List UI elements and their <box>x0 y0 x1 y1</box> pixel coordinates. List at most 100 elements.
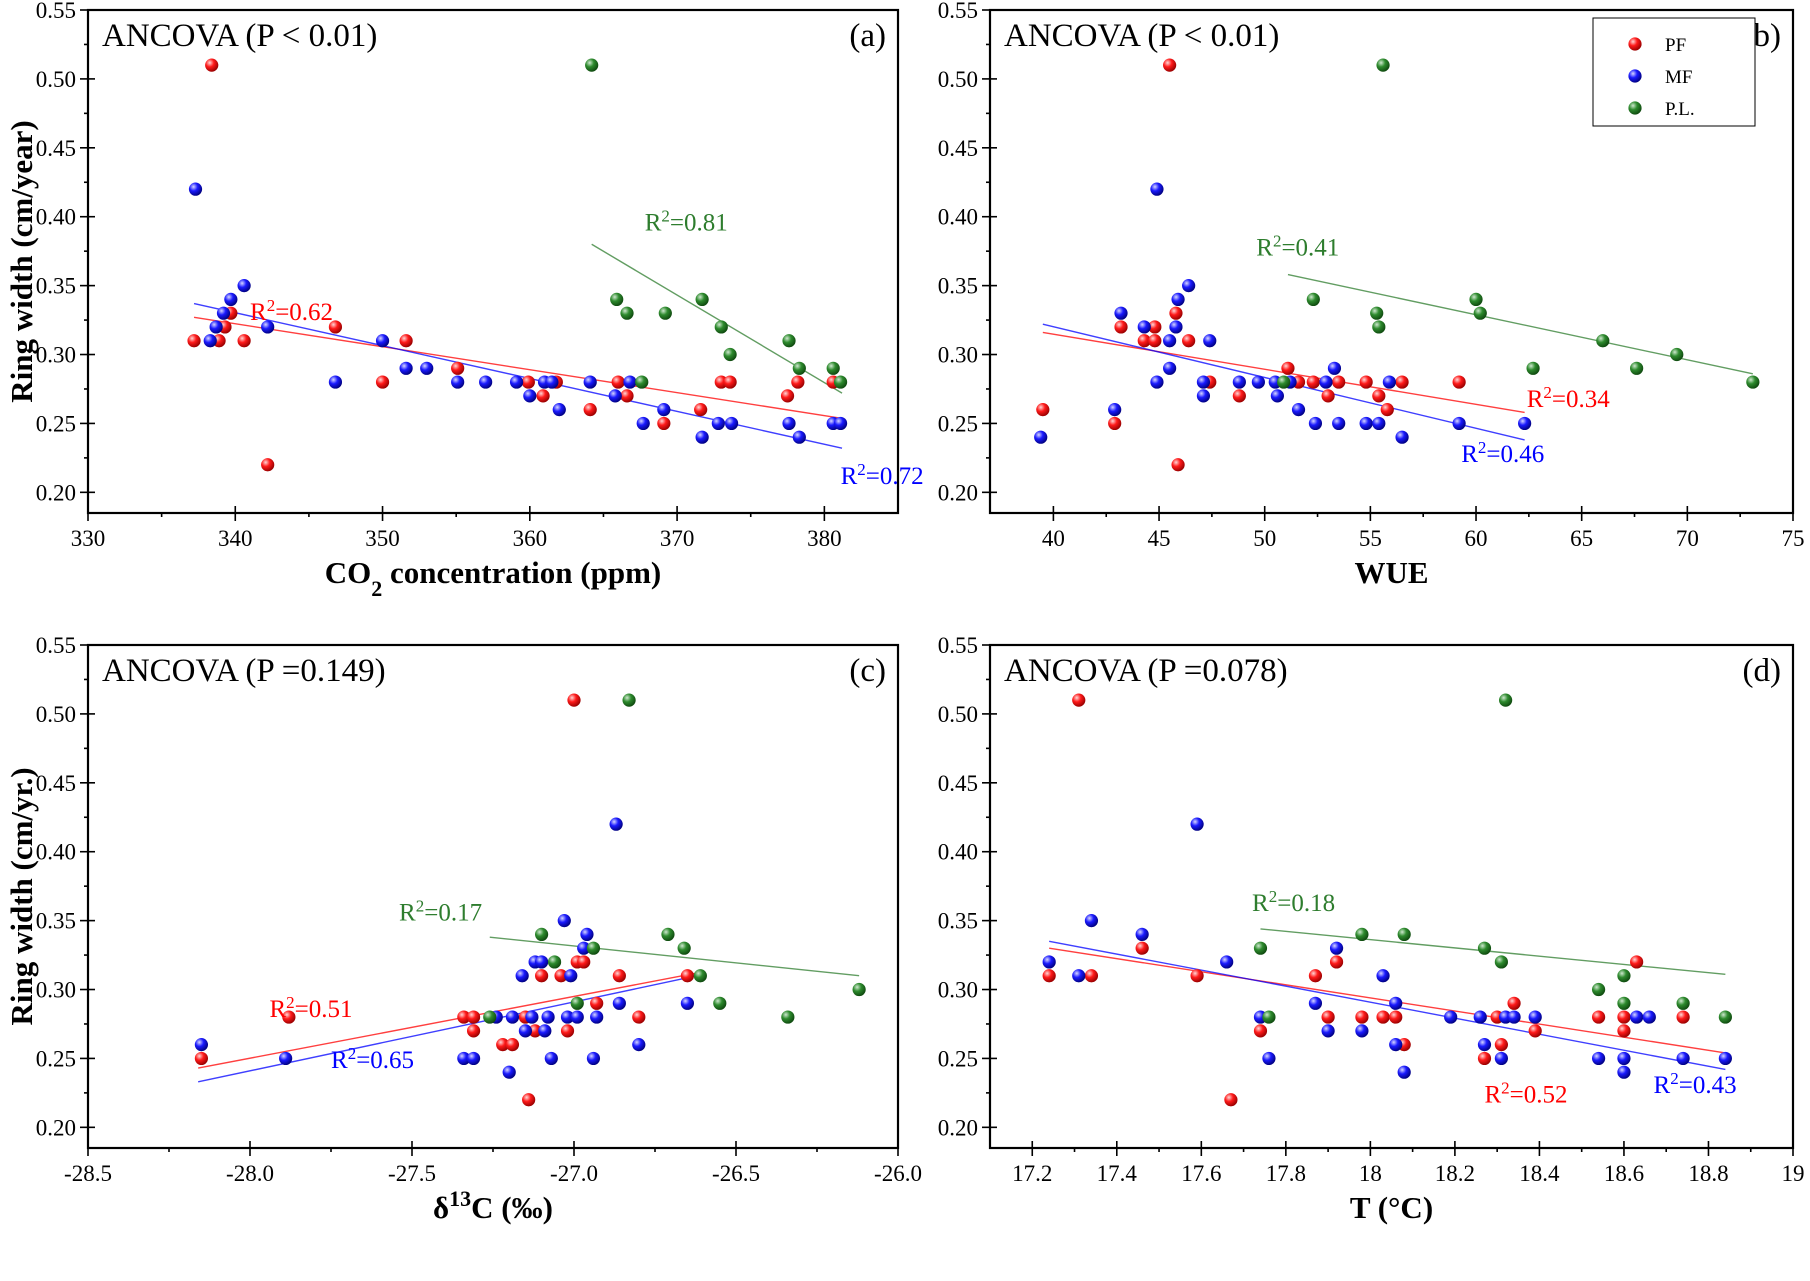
fit-line-mf <box>198 975 698 1083</box>
data-point-pl <box>1469 292 1483 306</box>
x-tick-label: 360 <box>513 526 548 551</box>
x-axis-label-rest: concentration (ppm) <box>382 555 661 590</box>
fit-line-pl <box>1260 928 1726 976</box>
x-axis-label: T (°C) <box>1350 1190 1433 1225</box>
data-point-pf <box>694 403 708 417</box>
x-axis-label-sup: 13 <box>449 1186 471 1211</box>
y-tick-label: 0.35 <box>36 274 76 299</box>
data-point-pf <box>282 1010 296 1024</box>
legend-box <box>1592 17 1756 127</box>
data-point-mf <box>1329 941 1344 955</box>
data-point-mf <box>1135 927 1149 941</box>
y-tick-label: 0.35 <box>938 274 978 299</box>
data-point-pf <box>1281 361 1295 375</box>
data-point-mf <box>509 375 524 389</box>
y-tick-label: 0.25 <box>36 1046 76 1071</box>
data-point-pl <box>1630 361 1644 375</box>
data-point-mf <box>538 1024 552 1038</box>
data-point-mf <box>261 320 275 334</box>
data-point-pf <box>1332 375 1346 389</box>
data-point-pl <box>1397 927 1411 941</box>
data-point-pf <box>328 320 343 334</box>
data-point-mf <box>1473 1010 1487 1024</box>
legend: PF MF P.L. <box>1592 17 1756 127</box>
data-point-mf <box>1389 996 1403 1010</box>
data-point-mf <box>375 334 390 348</box>
data-point-pl <box>1376 58 1390 72</box>
y-tick-label: 0.30 <box>36 343 76 368</box>
data-point-pf <box>1224 1093 1238 1107</box>
data-point-pl <box>693 969 707 983</box>
y-tick-label: 0.30 <box>938 978 978 1003</box>
data-point-pf <box>536 389 550 403</box>
data-point-pf <box>1308 969 1323 983</box>
y-tick-label: 0.25 <box>938 411 978 436</box>
data-point-mf <box>545 375 559 389</box>
y-tick-label: 0.20 <box>938 1115 978 1140</box>
data-point-pf <box>1072 693 1086 707</box>
y-tick-label: 0.20 <box>36 480 76 505</box>
data-point-pl <box>1676 996 1690 1010</box>
data-point-mf <box>1642 1010 1656 1024</box>
data-point-pf <box>657 416 671 431</box>
data-point-mf <box>1308 996 1323 1010</box>
data-point-mf <box>1169 320 1183 334</box>
data-point-mf <box>188 182 203 196</box>
data-point-pf <box>1676 1010 1690 1024</box>
data-point-mf <box>1196 389 1211 403</box>
data-point-pf <box>1321 1010 1335 1024</box>
data-point-pf <box>723 375 737 389</box>
data-point-pf <box>1329 955 1344 969</box>
y-tick-label: 0.40 <box>36 840 76 865</box>
data-point-mf <box>535 955 549 969</box>
fit-line-pl <box>489 936 860 977</box>
y-tick-label: 0.25 <box>938 1046 978 1071</box>
data-point-mf <box>1630 1010 1644 1024</box>
ancova-label: ANCOVA (P < 0.01) <box>1004 18 1279 54</box>
data-point-mf <box>1163 334 1177 348</box>
data-point-mf <box>525 1010 539 1024</box>
data-point-mf <box>466 1051 481 1066</box>
data-point-pf <box>577 955 591 969</box>
r-squared-label: R2=0.62 <box>250 296 333 327</box>
data-point-mf <box>515 969 529 983</box>
r-squared-label: R2=0.65 <box>331 1044 414 1075</box>
x-tick-label: 50 <box>1253 526 1276 551</box>
data-point-pf <box>528 1024 542 1038</box>
data-point-mf <box>451 375 465 389</box>
data-point-pf <box>1355 1010 1369 1024</box>
data-point-pl <box>570 996 584 1010</box>
data-point-pf <box>237 334 251 348</box>
data-point-mf <box>1676 1051 1690 1066</box>
data-point-pl <box>1262 1010 1276 1024</box>
data-point-pl <box>1526 361 1540 375</box>
y-tick-label: 0.30 <box>938 343 978 368</box>
data-point-pl <box>658 306 672 320</box>
data-point-pl <box>1617 996 1631 1010</box>
y-tick-label: 0.45 <box>938 771 978 796</box>
data-point-pl <box>1591 982 1606 997</box>
x-tick-label: 18.6 <box>1604 1161 1644 1186</box>
data-point-pf <box>1169 306 1183 320</box>
legend-marker <box>1628 37 1642 51</box>
r-squared-label: R2=0.41 <box>1256 231 1339 262</box>
panel-label: (a) <box>849 18 886 54</box>
data-point-pf <box>1452 375 1466 389</box>
fit-line-pf <box>1049 947 1726 1054</box>
data-point-mf <box>502 1065 516 1079</box>
y-axis-label: Ring width (cm/year) <box>4 120 39 402</box>
x-tick-label: -27.0 <box>550 1161 598 1186</box>
data-point-mf <box>457 1051 471 1066</box>
plot-frame <box>988 643 1795 1150</box>
x-axis-label-sub: 2 <box>371 576 382 601</box>
data-point-mf <box>1718 1051 1732 1066</box>
data-point-mf <box>1591 1051 1606 1066</box>
panel-d-chart: 0.20 0.25 0.30 0.35 0.40 0.45 0.50 0.55 17.2 17.4… <box>938 633 1805 1225</box>
y-tick-label: 0.40 <box>36 205 76 230</box>
x-tick-label: -26.0 <box>874 1161 922 1186</box>
y-tick-label: 0.50 <box>36 702 76 727</box>
x-tick-label: 18 <box>1359 1161 1382 1186</box>
x-axis-label-main: δ <box>433 1190 449 1225</box>
data-point-mf <box>580 927 594 941</box>
data-point-mf <box>1190 817 1204 831</box>
